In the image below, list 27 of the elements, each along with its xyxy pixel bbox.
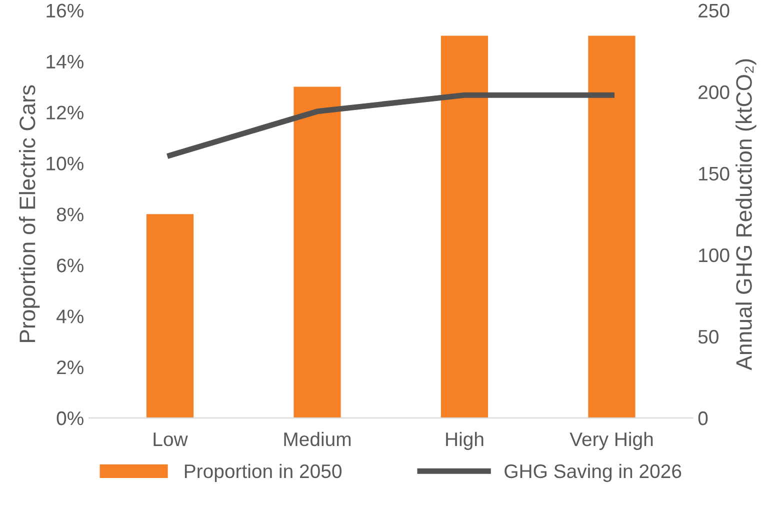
x-tick-label: High <box>446 432 484 450</box>
y-tick-label: 14% <box>46 54 84 68</box>
y-tick-label: 6% <box>57 258 84 272</box>
y2-tick-label: 150 <box>699 166 730 181</box>
legend-label: GHG Saving in 2026 <box>504 464 682 482</box>
y2-tick-label: 0 <box>698 411 708 426</box>
y2-axis-title: Annual GHG Reduction (ktCO₂) <box>736 59 756 370</box>
y-tick-label: 12% <box>46 106 84 120</box>
y-tick-label: 4% <box>56 310 84 324</box>
bar <box>294 86 341 418</box>
bar <box>588 36 636 418</box>
y2-tick-label: 200 <box>698 85 730 100</box>
y-axis-title: Proportion of Electric Cars <box>18 85 40 342</box>
y-tick-label: 10% <box>46 156 84 170</box>
y2-tick-label: 100 <box>699 248 730 262</box>
bar <box>146 214 194 418</box>
x-tick-label: Medium <box>284 432 351 446</box>
y-tick-label: 8% <box>56 208 84 222</box>
y-tick-label: 16% <box>46 4 84 18</box>
x-tick-label: Very High <box>570 432 653 450</box>
bar <box>440 36 488 418</box>
y2-tick-label: 50 <box>698 330 718 344</box>
y-tick-label: 2% <box>57 360 84 374</box>
y2-tick-label: 250 <box>698 4 730 18</box>
x-tick-label: Low <box>154 432 188 446</box>
legend-label: Proportion in 2050 <box>184 464 342 482</box>
y-tick-label: 0% <box>56 411 84 426</box>
